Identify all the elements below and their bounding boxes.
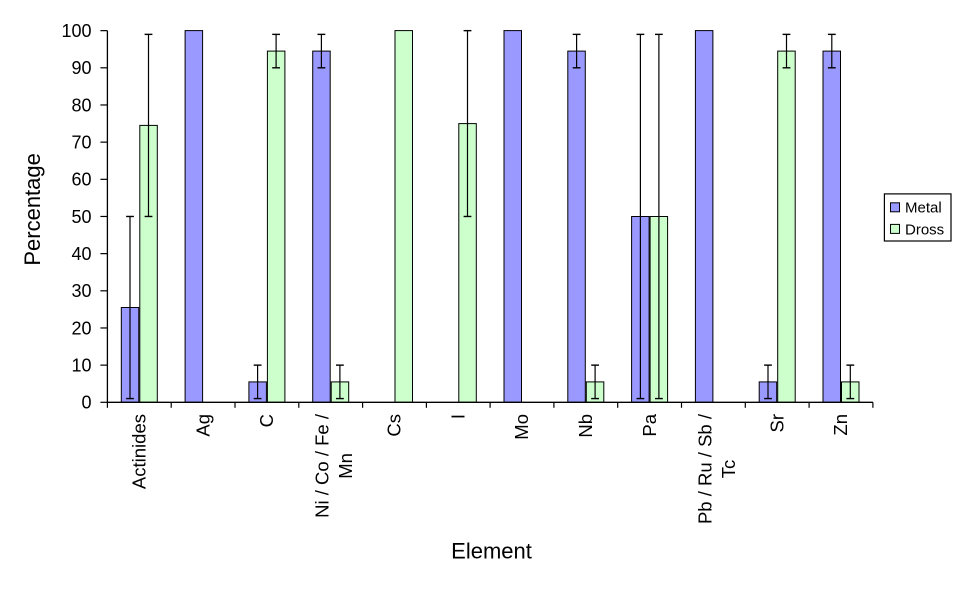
- svg-text:Mo: Mo: [511, 414, 532, 440]
- svg-text:0: 0: [81, 393, 91, 413]
- svg-text:Element: Element: [451, 538, 532, 563]
- svg-text:Mn: Mn: [335, 453, 356, 479]
- svg-text:Cs: Cs: [384, 414, 405, 437]
- svg-text:Dross: Dross: [905, 222, 944, 239]
- svg-text:Nb: Nb: [575, 414, 596, 438]
- svg-text:10: 10: [71, 355, 91, 375]
- svg-text:Percentage: Percentage: [20, 153, 45, 266]
- svg-text:40: 40: [71, 244, 91, 264]
- svg-text:I: I: [448, 414, 469, 419]
- svg-text:80: 80: [71, 95, 91, 115]
- svg-text:Ni / Co / Fe /: Ni / Co / Fe /: [312, 413, 333, 518]
- svg-text:90: 90: [71, 58, 91, 78]
- svg-text:Pa: Pa: [639, 413, 660, 436]
- svg-text:Pb / Ru / Sb /: Pb / Ru / Sb /: [694, 413, 715, 524]
- svg-text:20: 20: [71, 318, 91, 338]
- svg-text:Ag: Ag: [192, 414, 213, 437]
- svg-text:70: 70: [71, 132, 91, 152]
- svg-text:Tc: Tc: [718, 460, 739, 479]
- svg-text:50: 50: [71, 207, 91, 227]
- svg-text:Zn: Zn: [830, 414, 851, 436]
- svg-text:60: 60: [71, 170, 91, 190]
- svg-text:Sr: Sr: [766, 414, 787, 433]
- svg-text:C: C: [256, 414, 277, 427]
- svg-text:Actinides: Actinides: [129, 414, 150, 489]
- svg-text:Metal: Metal: [905, 199, 942, 216]
- svg-text:30: 30: [71, 281, 91, 301]
- svg-text:100: 100: [61, 21, 91, 41]
